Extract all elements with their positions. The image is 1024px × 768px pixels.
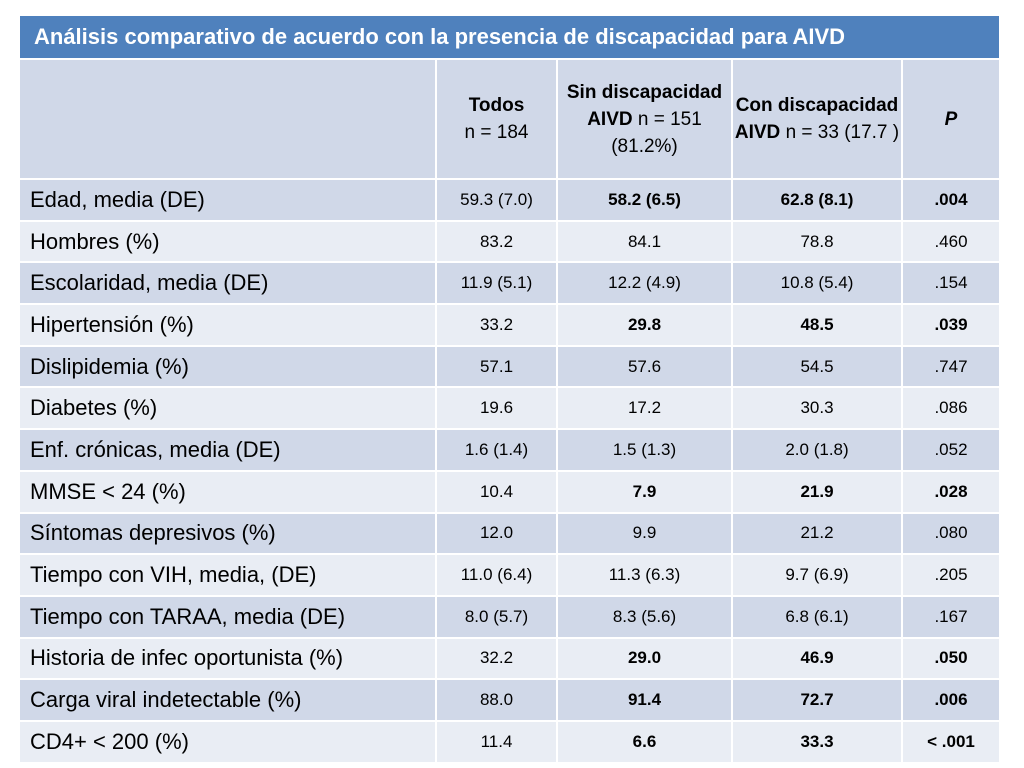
row-label: CD4+ < 200 (%) [18, 719, 437, 764]
table-row: MMSE < 24 (%) 10.4 7.9 21.9.028 [18, 469, 1002, 514]
row-value: 59.3 (7.0) [435, 178, 558, 222]
row-label: Tiempo con VIH, media, (DE) [18, 553, 437, 597]
row-value: 6.6 [556, 719, 733, 764]
header-todos: Todos n = 184 [435, 58, 558, 180]
row-value: 12.0 [435, 511, 558, 556]
row-value: .004 [900, 178, 1002, 222]
row-value: 62.8 (8.1) [731, 178, 903, 222]
table-row: Hipertensión (%) 33.2 29.8 48.5.039 [18, 303, 1002, 347]
header-todos-sub: n = 184 [464, 122, 529, 143]
header-p-label: P [944, 108, 958, 130]
row-value: 32.2 [435, 636, 558, 681]
row-value: 58.2 (6.5) [556, 178, 733, 222]
row-label: Hipertensión (%) [18, 303, 437, 347]
row-value: 33.3 [731, 719, 903, 764]
row-label: Historia de infec oportunista (%) [18, 636, 437, 681]
row-value: 54.5 [731, 344, 903, 389]
row-value: 6.8 (6.1) [731, 594, 903, 639]
row-value: 29.8 [556, 303, 733, 347]
row-label: Diabetes (%) [18, 386, 437, 431]
header-con-label: Con discapacidad AIVD [734, 95, 899, 143]
row-value: .747 [900, 344, 1002, 389]
row-value: .205 [900, 553, 1002, 597]
header-sin-sub: n = 151 (81.2%) [611, 108, 702, 157]
table-row: Tiempo con TARAA, media (DE) 8.0 (5.7) 8.3… [18, 594, 1002, 639]
row-label: Enf. crónicas, media (DE) [18, 428, 437, 472]
row-value: 84.1 [556, 219, 733, 264]
table-row: Edad, media (DE) 59.3 (7.0) 58.2 (6.5) 62.8… [18, 178, 1002, 222]
table-row: Carga viral indetectable (%) 88.0 91.4 72.7… [18, 678, 1002, 722]
row-value: .052 [900, 428, 1002, 472]
row-value: 33.2 [435, 303, 558, 347]
row-value: 11.3 (6.3) [556, 553, 733, 597]
row-value: 8.0 (5.7) [435, 594, 558, 639]
row-value: .028 [900, 469, 1002, 514]
row-value: .050 [900, 636, 1002, 681]
header-con-discapacidad: Con discapacidad AIVD n = 33 (17.7 ) [731, 58, 903, 180]
row-value: 11.0 (6.4) [435, 553, 558, 597]
row-value: 12.2 (4.9) [556, 261, 733, 306]
row-label: MMSE < 24 (%) [18, 469, 437, 514]
table-row: Historia de infec oportunista (%) 32.2 29.… [18, 636, 1002, 681]
table-row: CD4+ < 200 (%) 11.4 6.6 33.3 < .001 [18, 719, 1002, 764]
row-label: Edad, media (DE) [18, 178, 437, 222]
row-value: 11.4 [435, 719, 558, 764]
row-value: .154 [900, 261, 1002, 306]
table-body: Edad, media (DE) 59.3 (7.0) 58.2 (6.5) 62.8… [18, 178, 1002, 764]
row-value: 78.8 [731, 219, 903, 264]
row-value: 9.9 [556, 511, 733, 556]
row-label: Dislipidemia (%) [18, 344, 437, 389]
row-value: 10.8 (5.4) [731, 261, 903, 306]
header-empty-cell [18, 58, 437, 180]
row-value: 91.4 [556, 678, 733, 722]
row-value: 1.5 (1.3) [556, 428, 733, 472]
row-label: Carga viral indetectable (%) [18, 678, 437, 722]
comparison-table: Análisis comparativo de acuerdo con la p… [17, 14, 1002, 764]
row-value: 1.6 (1.4) [435, 428, 558, 472]
row-value: 46.9 [731, 636, 903, 681]
row-value: 2.0 (1.8) [731, 428, 903, 472]
table-row: Diabetes (%) 19.6 17.2 30.3.086 [18, 386, 1002, 431]
row-value: 9.7 (6.9) [731, 553, 903, 597]
row-value: 72.7 [731, 678, 903, 722]
row-label: Tiempo con TARAA, media (DE) [18, 594, 437, 639]
table-row: Enf. crónicas, media (DE) 1.6 (1.4) 1.5 (1… [18, 428, 1002, 472]
row-value: 21.9 [731, 469, 903, 514]
row-value: 21.2 [731, 511, 903, 556]
row-value: 29.0 [556, 636, 733, 681]
row-label: Hombres (%) [18, 219, 437, 264]
row-value: .039 [900, 303, 1002, 347]
row-value: 57.6 [556, 344, 733, 389]
row-value: 30.3 [731, 386, 903, 431]
table-row: Hombres (%) 83.2 84.1 78.8.460 [18, 219, 1002, 264]
row-value: 88.0 [435, 678, 558, 722]
row-value: 19.6 [435, 386, 558, 431]
row-value: .086 [900, 386, 1002, 431]
row-value: 83.2 [435, 219, 558, 264]
row-value: .080 [900, 511, 1002, 556]
row-value: 48.5 [731, 303, 903, 347]
row-value: .460 [900, 219, 1002, 264]
row-value: 17.2 [556, 386, 733, 431]
header-todos-label: Todos [468, 95, 525, 116]
row-value: 57.1 [435, 344, 558, 389]
row-value: 8.3 (5.6) [556, 594, 733, 639]
row-value: 11.9 (5.1) [435, 261, 558, 306]
row-value: .167 [900, 594, 1002, 639]
header-sin-label: Sin discapacidad AIVD [566, 81, 723, 130]
header-sin-discapacidad: Sin discapacidad AIVD n = 151 (81.2%) [556, 58, 733, 180]
row-value: 7.9 [556, 469, 733, 514]
row-label: Síntomas depresivos (%) [18, 511, 437, 556]
table-title: Análisis comparativo de acuerdo con la p… [17, 14, 1002, 60]
header-con-sub: n = 33 (17.7 ) [785, 122, 900, 143]
row-value: .006 [900, 678, 1002, 722]
table-row: Dislipidemia (%) 57.1 57.6 54.5.747 [18, 344, 1002, 389]
row-value: 10.4 [435, 469, 558, 514]
table-row: Escolaridad, media (DE) 11.9 (5.1) 12.2 (4… [18, 261, 1002, 306]
table-row: Tiempo con VIH, media, (DE) 11.0 (6.4) 11.… [18, 553, 1002, 597]
header-p: P [900, 58, 1002, 180]
table-row: Síntomas depresivos (%) 12.0 9.9 21.2.080 [18, 511, 1002, 556]
row-label: Escolaridad, media (DE) [18, 261, 437, 306]
row-value: < .001 [900, 719, 1002, 764]
